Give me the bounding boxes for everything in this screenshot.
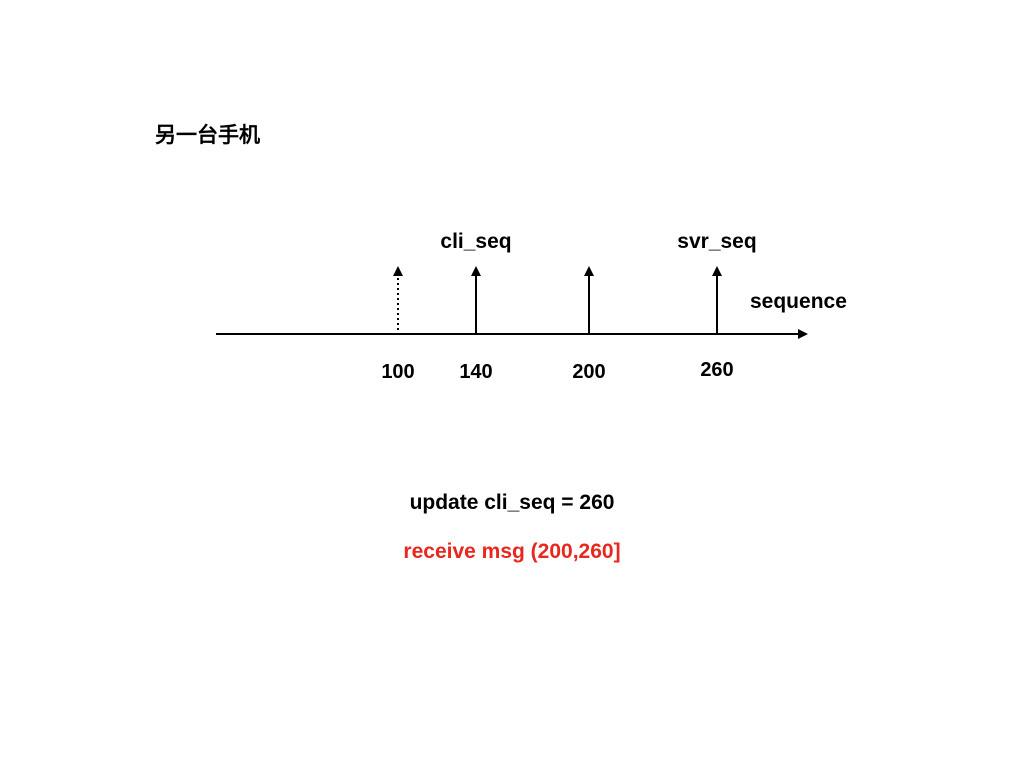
update-note: update cli_seq = 260: [409, 491, 615, 514]
tick-label-260: 260: [700, 359, 734, 381]
svr-seq-label: svr_seq: [677, 230, 757, 253]
axis-label: sequence: [750, 290, 847, 313]
tick-label-140: 140: [459, 361, 493, 383]
receive-note: receive msg (200,260]: [403, 540, 621, 563]
diagram-title: 另一台手机: [155, 123, 260, 147]
tick-label-100: 100: [381, 361, 415, 383]
cli-seq-label: cli_seq: [440, 230, 512, 253]
tick-label-200: 200: [572, 361, 606, 383]
